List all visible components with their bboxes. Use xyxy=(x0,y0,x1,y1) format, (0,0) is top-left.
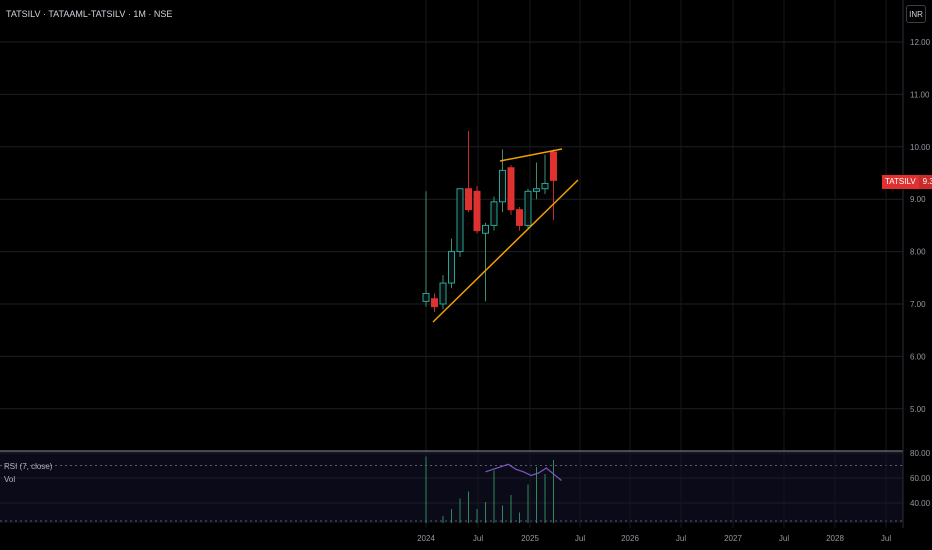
candle-body xyxy=(524,190,532,226)
candle-body xyxy=(499,169,506,203)
rsi-indicator-label[interactable]: RSI (7, close) xyxy=(4,462,53,471)
candle xyxy=(456,188,464,257)
badge-symbol: TATSILV xyxy=(882,175,919,189)
time-tick-label: 2027 xyxy=(724,534,742,543)
candle-body xyxy=(490,201,498,226)
price-tick-label: 7.00 xyxy=(910,300,926,309)
rsi-tick-label: 40.00 xyxy=(910,499,931,508)
price-tick-label: 10.00 xyxy=(910,143,931,152)
time-axis[interactable]: 2024 Jul 2025 Jul 2026 Jul 2027 Jul 2028 Jul xyxy=(417,534,891,543)
candle xyxy=(524,188,532,229)
trendline-resistance xyxy=(499,148,563,162)
badge-value: 9.36 xyxy=(918,175,932,189)
rsi-series xyxy=(485,463,562,481)
time-tick-label: Jul xyxy=(881,534,891,543)
candle xyxy=(490,196,498,231)
price-tick-label: 5.00 xyxy=(910,405,926,414)
price-tick-label: 12.00 xyxy=(910,38,931,47)
grid-lines xyxy=(0,0,903,528)
candle xyxy=(516,207,523,231)
candle xyxy=(533,162,540,200)
candle xyxy=(448,238,455,289)
trendline-support xyxy=(432,179,579,323)
rsi-line xyxy=(485,463,562,481)
candle xyxy=(431,293,438,312)
candle xyxy=(422,191,430,307)
candle-body xyxy=(465,188,472,211)
candle xyxy=(473,186,481,234)
candlesticks xyxy=(422,131,557,312)
candle-body xyxy=(516,209,523,226)
price-tick-label: 9.00 xyxy=(910,195,926,204)
candle-body xyxy=(550,151,557,181)
rsi-axis[interactable]: 80.00 60.00 40.00 xyxy=(910,449,931,508)
candle xyxy=(541,154,549,194)
price-axis[interactable]: 12.00 11.00 10.00 9.00 8.00 7.00 6.00 5.00 xyxy=(910,38,931,414)
candle-body xyxy=(422,293,430,302)
time-tick-label: Jul xyxy=(779,534,789,543)
symbol-title: TATSILV · TATAAML-TATSILV · 1M · NSE xyxy=(6,9,173,19)
candle-body xyxy=(473,190,481,232)
price-tick-label: 8.00 xyxy=(910,248,926,257)
rsi-tick-label: 80.00 xyxy=(910,449,931,458)
price-tick-label: 11.00 xyxy=(910,90,930,99)
candle-body xyxy=(456,188,464,253)
candle xyxy=(465,131,472,213)
time-tick-label: 2025 xyxy=(521,534,539,543)
trend-lines xyxy=(432,148,579,323)
price-tick-label: 6.00 xyxy=(910,352,926,361)
candle xyxy=(439,275,447,310)
volume-indicator-label[interactable]: Vol xyxy=(4,475,16,484)
candle-body xyxy=(431,298,438,308)
time-tick-label: 2026 xyxy=(621,534,639,543)
candle-body xyxy=(482,224,489,234)
time-tick-label: 2024 xyxy=(417,534,435,543)
candle-body xyxy=(439,282,447,305)
candle xyxy=(482,222,489,302)
candle xyxy=(550,149,557,221)
time-tick-label: Jul xyxy=(676,534,686,543)
candle-body xyxy=(507,167,515,211)
candle-body xyxy=(448,251,455,284)
time-tick-label: Jul xyxy=(473,534,483,543)
candle-body xyxy=(541,182,549,190)
rsi-tick-label: 60.00 xyxy=(910,474,931,483)
time-tick-label: 2028 xyxy=(826,534,844,543)
candle-body xyxy=(533,188,540,192)
currency-button[interactable]: INR xyxy=(906,5,926,23)
last-price-badge: TATSILV 9.36 xyxy=(882,175,932,189)
candle xyxy=(507,165,515,215)
time-tick-label: Jul xyxy=(575,534,585,543)
volume-bars xyxy=(425,456,554,523)
